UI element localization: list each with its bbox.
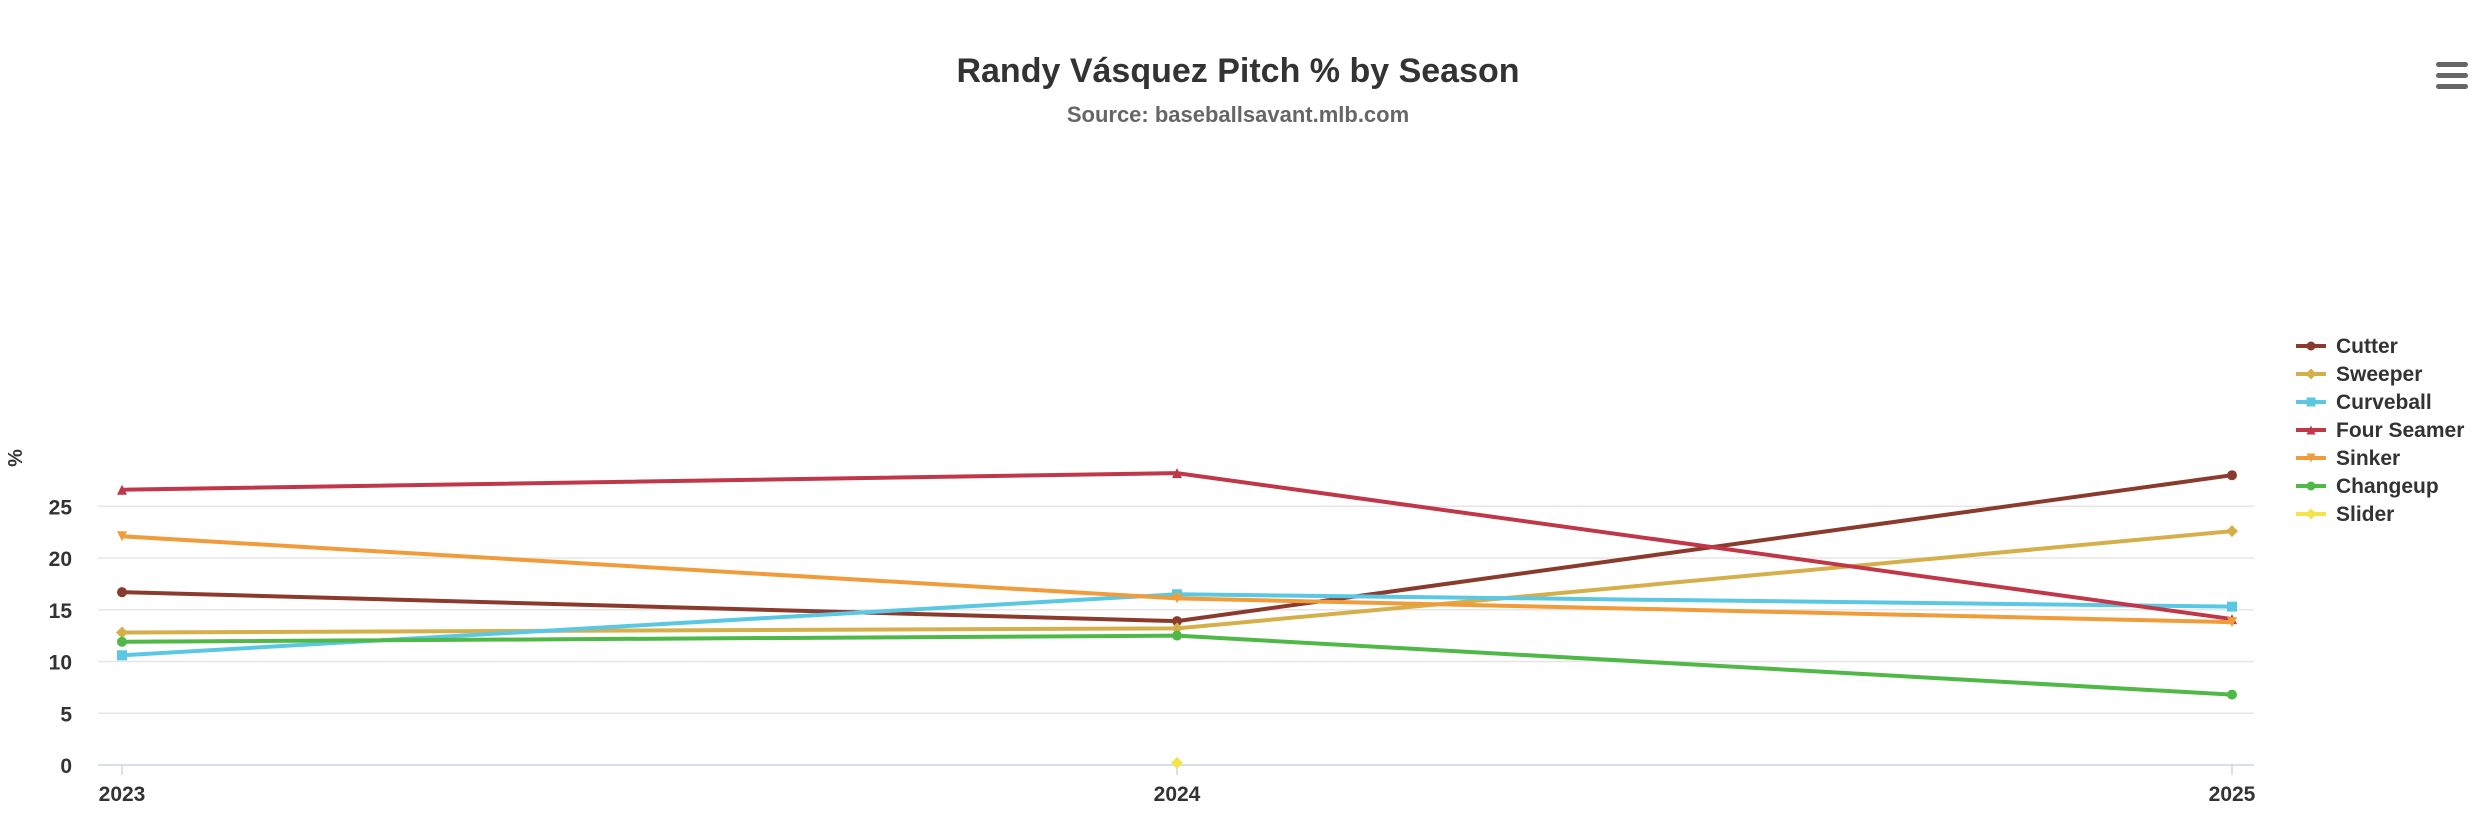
data-point[interactable] [2227,689,2237,700]
y-axis-title: % [5,449,27,467]
series-slider [1171,756,1183,769]
data-point[interactable] [116,626,128,639]
x-tick-label: 2023 [99,783,146,806]
data-point[interactable] [2226,525,2238,538]
data-point[interactable] [2227,617,2237,628]
data-point[interactable] [2227,601,2237,612]
legend-item-slider[interactable]: Slider [2296,503,2394,526]
series-line[interactable] [120,633,2234,697]
menu-bar [2436,62,2468,67]
chart-title: Randy Vásquez Pitch % by Season [956,52,1519,90]
legend-label: Curveball [2336,391,2432,414]
legend: Cutter Sweeper Curveball Four Seamer Sinker C… [2296,335,2464,526]
legend-label: Sweeper [2336,363,2422,386]
data-point[interactable] [1171,756,1183,769]
legend-label: Cutter [2336,335,2398,358]
data-point[interactable] [117,484,127,495]
legend-item-sinker[interactable]: Sinker [2296,447,2400,470]
series-cutter [117,470,2237,627]
legend-item-four-seamer[interactable]: Four Seamer [2296,419,2464,442]
series-group [116,468,2238,769]
data-point[interactable] [1172,630,1182,641]
y-tick-label: 10 [49,652,72,675]
hamburger-menu-icon[interactable] [2432,58,2472,94]
series-sinker [117,531,2237,628]
data-point[interactable] [1172,616,1182,627]
x-tick-label: 2025 [2209,783,2256,806]
legend-label: Four Seamer [2336,419,2464,442]
legend-marker[interactable] [2306,481,2316,491]
y-tick-label: 0 [60,755,72,778]
data-point[interactable] [1172,468,1182,479]
gridlines [98,505,2254,714]
data-point[interactable] [117,587,127,598]
legend-marker[interactable] [2306,425,2316,435]
data-point[interactable] [1172,593,1182,604]
legend-marker[interactable] [2305,508,2317,520]
legend-marker[interactable] [2306,397,2316,407]
y-tick-label: 15 [49,600,73,623]
legend-item-changeup[interactable]: Changeup [2296,475,2439,498]
legend-marker[interactable] [2306,453,2316,463]
data-point[interactable] [117,531,127,542]
legend-item-curveball[interactable]: Curveball [2296,391,2432,414]
menu-bar [2436,73,2468,78]
legend-item-cutter[interactable]: Cutter [2296,335,2398,358]
legend-label: Sinker [2336,447,2400,470]
data-point[interactable] [117,636,127,647]
menu-bar [2436,84,2468,89]
y-tick-label: 25 [49,496,73,519]
legend-marker[interactable] [2306,341,2316,351]
data-point[interactable] [117,650,127,661]
legend-marker[interactable] [2305,368,2317,380]
chart-subtitle: Source: baseballsavant.mlb.com [1067,102,1409,127]
y-tick-label: 5 [60,703,72,726]
x-tick-label: 2024 [1154,783,1201,806]
series-sweeper [116,525,2238,639]
y-tick-label: 20 [49,548,72,571]
x-axis: 2023 2024 2025 [98,764,2256,806]
series-changeup [117,630,2237,700]
legend-label: Changeup [2336,475,2439,498]
legend-label: Slider [2336,503,2394,526]
data-point[interactable] [1171,622,1183,635]
y-axis-ticks: 0 5 10 15 20 25 [49,496,73,778]
legend-item-sweeper[interactable]: Sweeper [2296,363,2422,386]
data-point[interactable] [2227,470,2237,481]
